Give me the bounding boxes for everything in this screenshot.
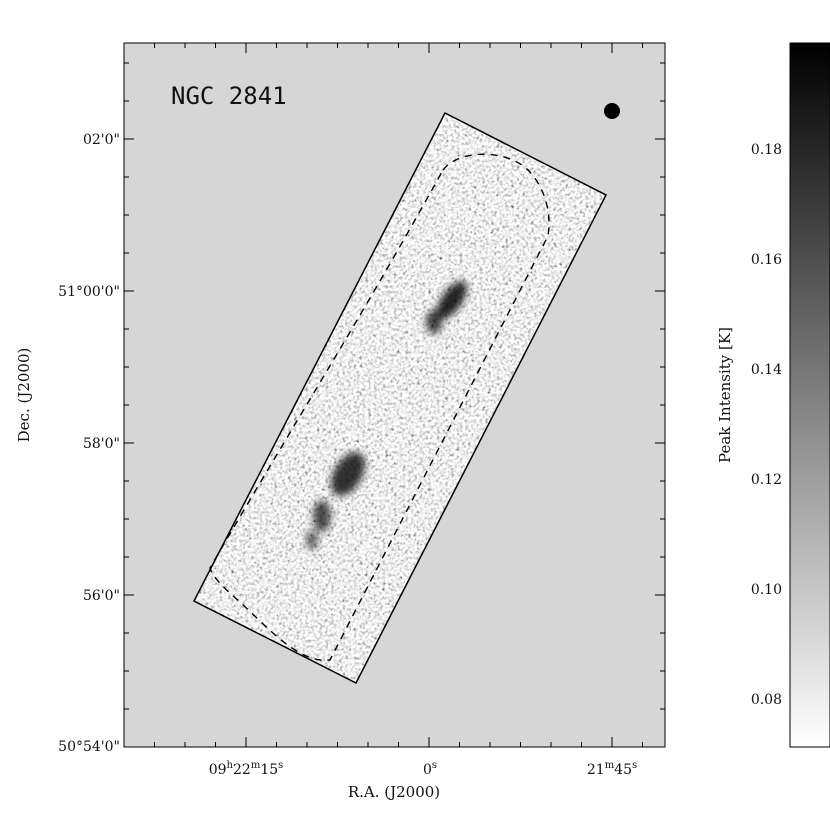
colorbar-tick-label: 0.12 — [751, 472, 782, 488]
colorbar-tick-label: 0.10 — [751, 582, 782, 598]
y-tick-label: 51°00'0" — [58, 284, 120, 300]
beam-marker — [604, 103, 620, 119]
emission-regions — [306, 281, 468, 550]
y-axis-label: Dec. (J2000) — [15, 348, 33, 443]
y-tick-labels: 02'0" 51°00'0" 58'0" 56'0" 50°54'0" — [58, 132, 120, 755]
y-tick-label: 50°54'0" — [58, 739, 120, 755]
chart-title: NGC 2841 — [171, 82, 287, 110]
colorbar-tick-label: 0.16 — [751, 252, 782, 268]
y-tick-label: 56'0" — [83, 588, 120, 604]
x-tick-label: 0s — [423, 760, 437, 778]
x-axis-label: R.A. (J2000) — [348, 783, 440, 801]
colorbar-tick-label: 0.08 — [751, 692, 782, 708]
colorbar — [789, 42, 830, 748]
x-tick-labels: 09h22m15s 0s 21m45s — [209, 760, 637, 778]
y-tick-label: 58'0" — [83, 436, 120, 452]
x-tick-label: 09h22m15s — [209, 760, 284, 778]
y-tick-label: 02'0" — [83, 132, 120, 148]
x-tick-label: 21m45s — [587, 760, 637, 778]
outline-contour — [209, 153, 550, 661]
map-border — [192, 111, 608, 685]
colorbar-label: Peak Intensity [K] — [716, 327, 734, 463]
colorbar-tick-label: 0.14 — [751, 362, 782, 378]
colorbar-tick-labels: 0.18 0.16 0.14 0.12 0.10 0.08 — [751, 142, 782, 708]
colorbar-tick-label: 0.18 — [751, 142, 782, 158]
